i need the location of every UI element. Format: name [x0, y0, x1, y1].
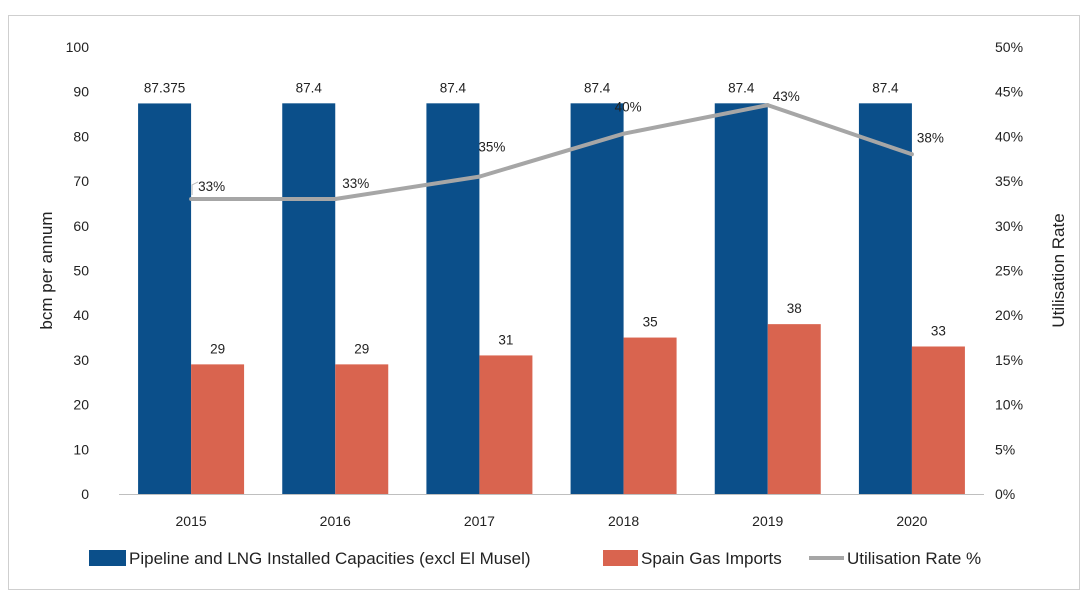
utilisation-point-2018 [621, 131, 626, 136]
capacity-bar-2015 [138, 103, 192, 494]
imports-label-2016: 29 [354, 341, 369, 356]
x-tick-2018: 2018 [608, 513, 639, 529]
capacity-label-2020: 87.4 [872, 80, 899, 95]
y2-axis-title: Utilisation Rate [1049, 213, 1068, 327]
y2-tick-10pct: 10% [995, 397, 1023, 413]
utilisation-label-2019: 43% [773, 89, 800, 104]
y2-tick-40pct: 40% [995, 128, 1023, 144]
x-axis: 2015 2016 2017 2018 2019 2020 [119, 494, 984, 529]
y-tick-70: 70 [73, 173, 89, 189]
imports-bar-2019 [767, 324, 821, 494]
chart-frame: 87.375 29 87.4 29 87.4 31 87.4 35 87.4 38 87.4 33 33… [8, 15, 1080, 590]
imports-bar-2020 [911, 346, 965, 494]
y-tick-40: 40 [73, 307, 89, 323]
imports-bar-2016 [335, 364, 389, 494]
left-axis: 0 10 20 30 40 50 60 70 80 90 100 [66, 39, 90, 502]
y2-tick-25pct: 25% [995, 263, 1023, 279]
capacity-label-2016: 87.4 [296, 80, 323, 95]
imports-label-2018: 35 [643, 315, 658, 330]
capacity-label-2019: 87.4 [728, 80, 755, 95]
capacity-bar-2020 [858, 103, 912, 495]
y-tick-90: 90 [73, 84, 89, 100]
utilisation-line [191, 103, 913, 201]
right-axis: 0% 5% 10% 15% 20% 25% 30% 35% 40% 45% 50% [995, 39, 1023, 502]
y2-tick-0pct: 0% [995, 486, 1015, 502]
capacity-label-2018: 87.4 [584, 80, 611, 95]
y-tick-50: 50 [73, 263, 89, 279]
legend: Pipeline and LNG Installed Capacities (e… [89, 549, 981, 568]
x-tick-2017: 2017 [464, 513, 495, 529]
utilisation-label-2015: 33% [198, 179, 225, 194]
capacity-label-2017: 87.4 [440, 80, 467, 95]
y-tick-100: 100 [66, 39, 90, 55]
capacity-bar-2018 [570, 103, 624, 495]
utilisation-label-2018: 40% [615, 100, 642, 115]
utilisation-point-2017 [477, 174, 482, 179]
plot-area: 87.375 29 87.4 29 87.4 31 87.4 35 87.4 38 87.4 33 33… [138, 80, 965, 495]
x-tick-2019: 2019 [752, 513, 783, 529]
y-tick-0: 0 [81, 486, 89, 502]
y2-tick-20pct: 20% [995, 307, 1023, 323]
legend-capacity-label: Pipeline and LNG Installed Capacities (e… [129, 549, 531, 568]
y-axis-title: bcm per annum [37, 211, 56, 329]
y2-tick-50pct: 50% [995, 39, 1023, 55]
imports-label-2020: 33 [931, 323, 946, 338]
x-tick-2016: 2016 [320, 513, 351, 529]
imports-bar-2018 [623, 337, 677, 494]
imports-label-2015: 29 [210, 341, 225, 356]
capacity-bar-2016 [282, 103, 336, 495]
utilisation-point-2016 [333, 196, 338, 201]
y2-tick-45pct: 45% [995, 84, 1023, 100]
utilisation-label-2020: 38% [917, 130, 944, 145]
utilisation-label-2016: 33% [342, 176, 369, 191]
capacity-bar-2019 [714, 103, 768, 495]
y-tick-30: 30 [73, 352, 89, 368]
y2-tick-35pct: 35% [995, 173, 1023, 189]
utilisation-point-2015 [189, 196, 194, 201]
imports-bar-2015 [191, 364, 245, 494]
legend-imports-swatch [603, 550, 638, 566]
imports-label-2019: 38 [787, 301, 802, 316]
y2-tick-5pct: 5% [995, 441, 1015, 457]
y-tick-10: 10 [73, 441, 89, 457]
y-tick-60: 60 [73, 218, 89, 234]
y-tick-80: 80 [73, 128, 89, 144]
label-leader-2015 [191, 181, 199, 195]
legend-capacity-swatch [89, 550, 126, 566]
y2-tick-30pct: 30% [995, 218, 1023, 234]
chart-canvas: 87.375 29 87.4 29 87.4 31 87.4 35 87.4 38 87.4 33 33… [37, 39, 1068, 568]
x-tick-2020: 2020 [896, 513, 927, 529]
legend-utilisation-label: Utilisation Rate % [847, 549, 981, 568]
utilisation-point-2019 [765, 103, 770, 108]
y-tick-20: 20 [73, 397, 89, 413]
y2-tick-15pct: 15% [995, 352, 1023, 368]
x-tick-2015: 2015 [176, 513, 207, 529]
utilisation-label-2017: 35% [478, 140, 505, 155]
imports-bar-2017 [479, 355, 533, 494]
imports-label-2017: 31 [498, 332, 513, 347]
capacity-bar-2017 [426, 103, 480, 495]
utilisation-point-2020 [909, 152, 914, 157]
legend-imports-label: Spain Gas Imports [641, 549, 782, 568]
capacity-label-2015: 87.375 [144, 80, 185, 95]
